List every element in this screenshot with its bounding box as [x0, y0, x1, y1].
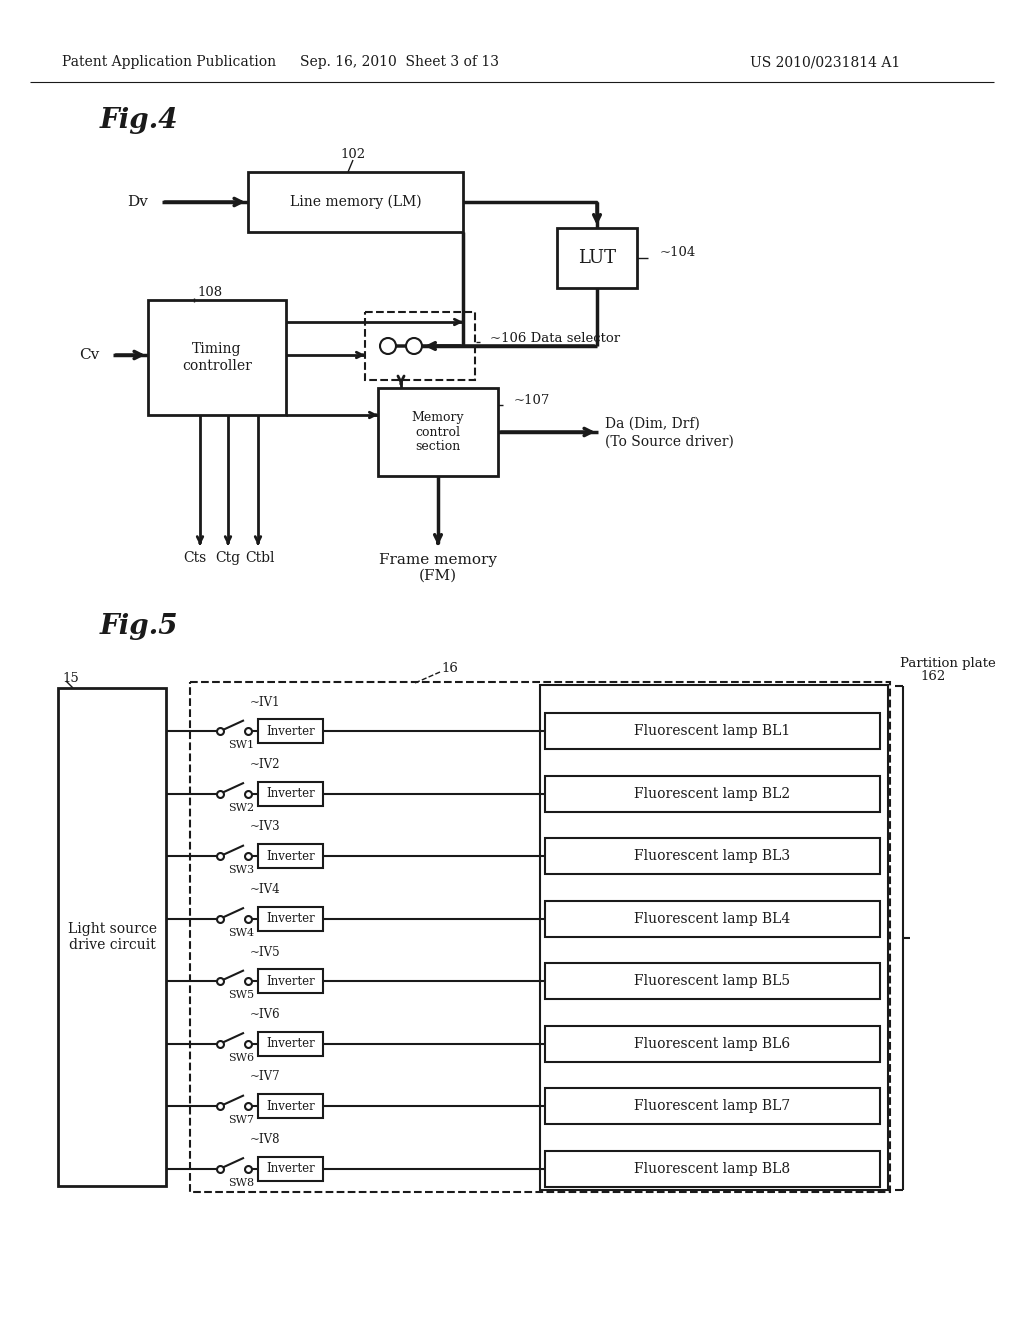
Text: LUT: LUT	[578, 249, 616, 267]
Text: Da (Dim, Drf): Da (Dim, Drf)	[605, 417, 699, 432]
Bar	[58, 688, 166, 1185]
Text: ~IV4: ~IV4	[250, 883, 281, 896]
Text: ~104: ~104	[660, 246, 696, 259]
Text: 108: 108	[197, 286, 222, 300]
Text: SW1: SW1	[228, 741, 254, 750]
Bar	[545, 838, 880, 874]
Text: Inverter: Inverter	[266, 912, 314, 925]
Text: Fluorescent lamp BL1: Fluorescent lamp BL1	[635, 725, 791, 738]
Text: ~IV7: ~IV7	[250, 1071, 281, 1084]
Text: Inverter: Inverter	[266, 974, 314, 987]
Text: Fluorescent lamp BL4: Fluorescent lamp BL4	[635, 912, 791, 925]
Text: SW2: SW2	[228, 803, 254, 813]
Bar	[545, 713, 880, 750]
Text: SW3: SW3	[228, 865, 254, 875]
Bar	[258, 969, 323, 993]
Bar	[258, 1094, 323, 1118]
Text: Line memory (LM): Line memory (LM)	[290, 195, 421, 209]
Bar	[557, 228, 637, 288]
Bar	[545, 776, 880, 812]
Text: Inverter: Inverter	[266, 1162, 314, 1175]
Text: Partition plate: Partition plate	[900, 656, 995, 669]
Text: Fluorescent lamp BL2: Fluorescent lamp BL2	[635, 787, 791, 801]
Bar	[248, 172, 463, 232]
Bar	[258, 1032, 323, 1056]
Text: SW8: SW8	[228, 1177, 254, 1188]
Text: Inverter: Inverter	[266, 850, 314, 863]
Text: (FM): (FM)	[419, 569, 457, 583]
Text: Fig.4: Fig.4	[100, 107, 178, 133]
Text: ~IV5: ~IV5	[250, 945, 281, 958]
Bar	[545, 1151, 880, 1187]
Text: Inverter: Inverter	[266, 1038, 314, 1051]
Text: SW4: SW4	[228, 928, 254, 937]
Text: SW6: SW6	[228, 1053, 254, 1063]
Text: ~IV6: ~IV6	[250, 1008, 281, 1020]
Text: 15: 15	[62, 672, 79, 685]
Text: Inverter: Inverter	[266, 725, 314, 738]
Text: 162: 162	[920, 671, 945, 684]
Bar	[258, 719, 323, 743]
Text: Light source
drive circuit: Light source drive circuit	[68, 921, 157, 952]
Text: ~106 Data selector: ~106 Data selector	[490, 331, 621, 345]
Text: Fluorescent lamp BL8: Fluorescent lamp BL8	[635, 1162, 791, 1176]
Bar	[545, 1026, 880, 1061]
Text: Fluorescent lamp BL7: Fluorescent lamp BL7	[635, 1100, 791, 1113]
Text: Fluorescent lamp BL3: Fluorescent lamp BL3	[635, 849, 791, 863]
Text: Inverter: Inverter	[266, 1100, 314, 1113]
Bar	[540, 685, 888, 1191]
Bar	[258, 781, 323, 805]
Circle shape	[380, 338, 396, 354]
Text: 102: 102	[340, 149, 366, 161]
Text: Sep. 16, 2010  Sheet 3 of 13: Sep. 16, 2010 Sheet 3 of 13	[300, 55, 500, 69]
Text: ~IV1: ~IV1	[250, 696, 281, 709]
Bar	[190, 682, 890, 1192]
Text: Fluorescent lamp BL6: Fluorescent lamp BL6	[635, 1036, 791, 1051]
Bar	[545, 1088, 880, 1125]
Text: Dv: Dv	[127, 195, 148, 209]
Text: Ctbl: Ctbl	[246, 550, 274, 565]
Bar	[365, 312, 475, 380]
Text: (To Source driver): (To Source driver)	[605, 436, 734, 449]
Bar	[258, 845, 323, 869]
Text: US 2010/0231814 A1: US 2010/0231814 A1	[750, 55, 900, 69]
Bar	[378, 388, 498, 477]
Text: Ctg: Ctg	[215, 550, 241, 565]
Circle shape	[406, 338, 422, 354]
Text: ~IV8: ~IV8	[250, 1133, 281, 1146]
Bar	[258, 907, 323, 931]
Text: 16: 16	[441, 661, 459, 675]
Bar	[545, 900, 880, 937]
Text: Inverter: Inverter	[266, 787, 314, 800]
Text: ~IV3: ~IV3	[250, 821, 281, 833]
Text: Fluorescent lamp BL5: Fluorescent lamp BL5	[635, 974, 791, 989]
Text: Cts: Cts	[183, 550, 207, 565]
Text: Cv: Cv	[79, 348, 99, 362]
Text: Frame memory: Frame memory	[379, 553, 497, 568]
Bar	[148, 300, 286, 414]
Bar	[545, 964, 880, 999]
Text: SW7: SW7	[228, 1115, 254, 1125]
Text: SW5: SW5	[228, 990, 254, 1001]
Text: Memory
control
section: Memory control section	[412, 411, 464, 454]
Text: ~IV2: ~IV2	[250, 758, 281, 771]
Text: ~107: ~107	[514, 393, 550, 407]
Text: Timing
controller: Timing controller	[182, 342, 252, 372]
Bar	[258, 1156, 323, 1181]
Text: Patent Application Publication: Patent Application Publication	[62, 55, 276, 69]
Text: Fig.5: Fig.5	[100, 614, 178, 640]
